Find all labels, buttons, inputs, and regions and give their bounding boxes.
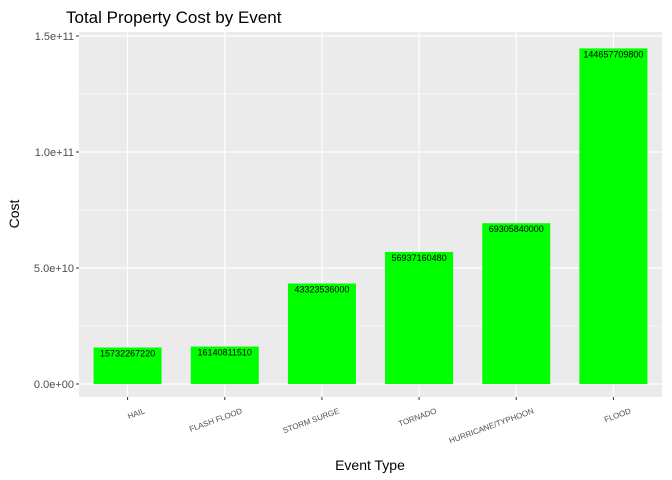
bars	[93, 48, 648, 385]
x-tick-label: TORNADO	[397, 406, 438, 428]
y-axis-title: Cost	[6, 200, 22, 229]
y-tick-label: 1.0e+11	[35, 147, 74, 159]
x-axis: HAIL FLASH FLOOD STORM SURGE TORNADO HURRICA…	[126, 397, 632, 445]
x-tick-label: HURRICANE/TYPHOON	[448, 406, 535, 445]
bar	[190, 346, 259, 384]
y-tick-label: 1.5e+11	[35, 31, 74, 43]
data-label: 144657709800	[583, 49, 643, 59]
y-axis: 0.0e+00 5.0e+10 1.0e+11 1.5e+11	[34, 31, 79, 391]
x-tick-label: FLASH FLOOD	[188, 406, 244, 434]
bar	[287, 283, 356, 384]
data-label: 56937160480	[392, 253, 447, 263]
y-tick-label: 5.0e+10	[34, 263, 74, 275]
y-tick-label: 0.0e+00	[34, 379, 74, 391]
data-label: 15732267220	[100, 349, 155, 359]
x-axis-title: Event Type	[335, 457, 405, 473]
bar	[385, 251, 454, 384]
x-tick-label: STORM SURGE	[282, 406, 341, 435]
bar	[93, 347, 162, 384]
chart-title: Total Property Cost by Event	[66, 8, 282, 27]
grid-minor	[79, 93, 662, 327]
bar	[482, 223, 551, 384]
x-tick-label: HAIL	[126, 406, 146, 421]
data-label: 43323536000	[294, 284, 349, 294]
data-labels: 15732267220 16140811510 43323536000 5693716…	[100, 49, 643, 358]
plot-panel	[79, 32, 662, 397]
x-tick-label: FLOOD	[603, 406, 632, 424]
bar	[579, 48, 648, 385]
data-label: 69305840000	[489, 224, 544, 234]
data-label: 16140811510	[198, 348, 252, 358]
